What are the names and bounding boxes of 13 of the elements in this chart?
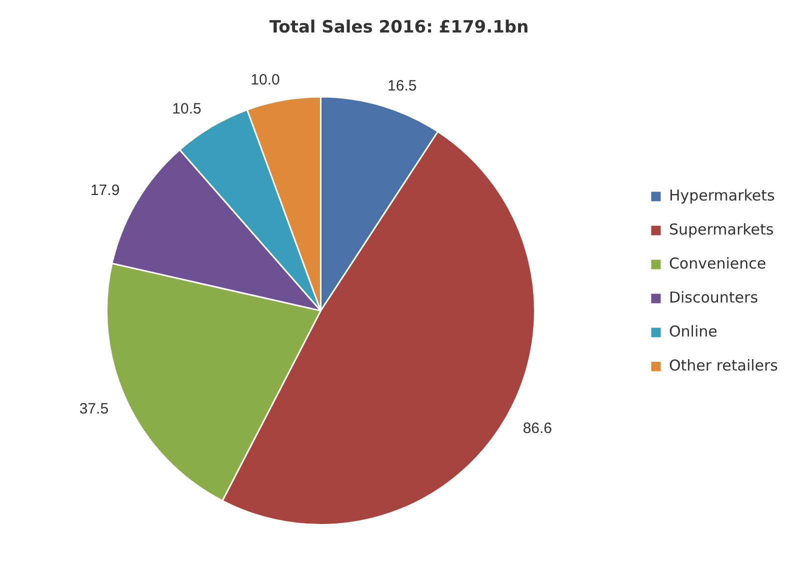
chart-title: Total Sales 2016: £179.1bn xyxy=(269,18,529,38)
legend-label: Discounters xyxy=(668,288,758,306)
data-label: 17.9 xyxy=(90,182,120,200)
data-label: 10.0 xyxy=(250,71,280,88)
legend-label: Convenience xyxy=(668,254,766,272)
legend-label: Supermarkets xyxy=(668,220,774,238)
data-label: 16.5 xyxy=(388,78,417,95)
legend-label: Online xyxy=(668,322,718,340)
data-label: 10.5 xyxy=(172,100,202,118)
legend-label: Other retailers xyxy=(668,356,778,374)
data-label: 86.6 xyxy=(522,420,552,437)
legend-label: Hypermarkets xyxy=(668,186,775,204)
data-label: 37.5 xyxy=(79,400,109,418)
